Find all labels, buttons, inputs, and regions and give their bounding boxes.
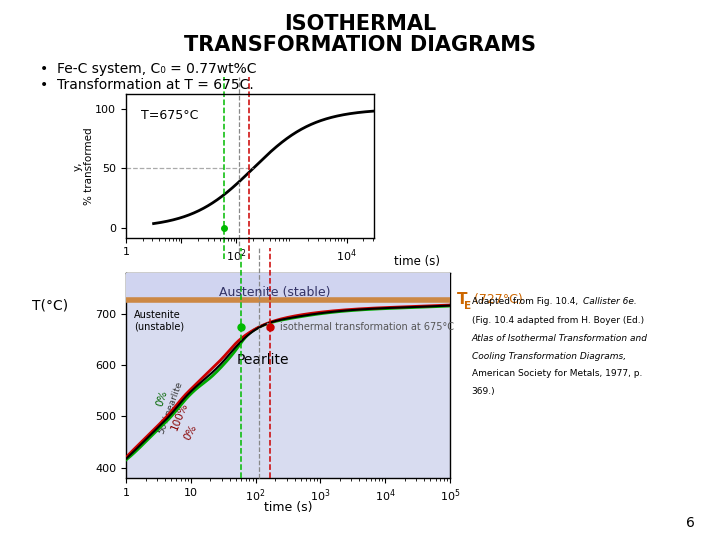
Text: 0%: 0%	[154, 389, 169, 408]
Text: Austenite
(unstable): Austenite (unstable)	[134, 310, 184, 332]
Text: (Fig. 10.4 adapted from H. Boyer (Ed.): (Fig. 10.4 adapted from H. Boyer (Ed.)	[472, 316, 644, 325]
Text: time (s): time (s)	[395, 255, 440, 268]
Text: Austenite (stable): Austenite (stable)	[220, 286, 330, 299]
Text: isothermal transformation at 675°C: isothermal transformation at 675°C	[280, 321, 454, 332]
Text: 50%pearlite: 50%pearlite	[156, 380, 184, 435]
Text: TRANSFORMATION DIAGRAMS: TRANSFORMATION DIAGRAMS	[184, 35, 536, 55]
Y-axis label: y,
% transformed: y, % transformed	[72, 127, 94, 205]
Text: E: E	[464, 301, 472, 311]
Text: Cooling Transformation Diagrams,: Cooling Transformation Diagrams,	[472, 352, 626, 361]
Text: Adapted from Fig. 10.4,: Adapted from Fig. 10.4,	[472, 297, 577, 306]
Text: 369.): 369.)	[472, 387, 495, 396]
Text: •  Fe-C system, C₀ = 0.77wt%C: • Fe-C system, C₀ = 0.77wt%C	[40, 62, 256, 76]
Text: T(°C): T(°C)	[32, 298, 68, 312]
Text: T=675°C: T=675°C	[141, 109, 198, 122]
Text: time (s): time (s)	[264, 502, 312, 515]
Text: ISOTHERMAL: ISOTHERMAL	[284, 14, 436, 33]
Text: 100%: 100%	[169, 401, 189, 432]
Text: American Society for Metals, 1977, p.: American Society for Metals, 1977, p.	[472, 369, 642, 379]
Text: (727°C): (727°C)	[470, 293, 523, 306]
Text: •  Transformation at T = 675C.: • Transformation at T = 675C.	[40, 78, 253, 92]
Bar	[126, 273, 450, 300]
Text: 6: 6	[686, 516, 695, 530]
Text: Pearlite: Pearlite	[236, 353, 289, 367]
Text: T: T	[456, 292, 467, 307]
Text: 0%: 0%	[183, 423, 199, 442]
Text: Atlas of Isothermal Transformation and: Atlas of Isothermal Transformation and	[472, 334, 647, 343]
Text: Callister 6e.: Callister 6e.	[583, 297, 637, 306]
